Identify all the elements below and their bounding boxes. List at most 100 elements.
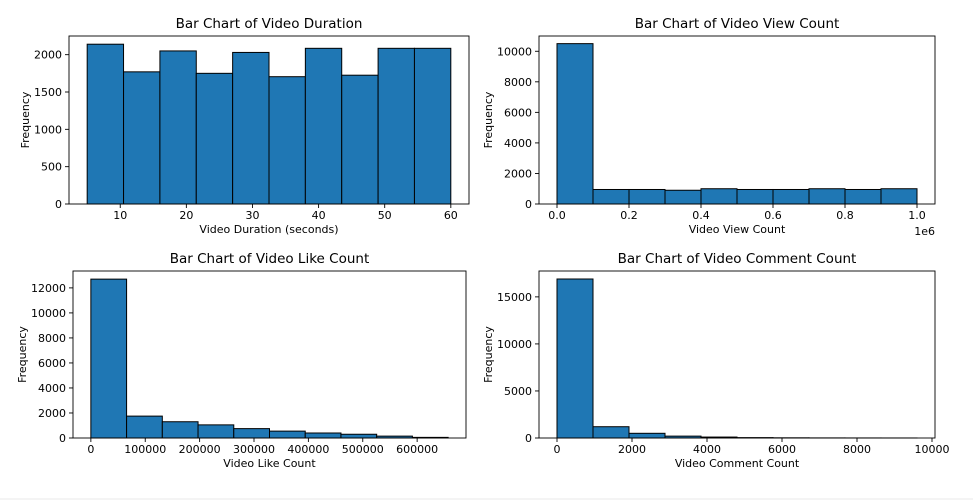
x-tick-label: 200000 <box>179 443 221 456</box>
x-tick-label: 0.6 <box>764 209 782 222</box>
x-tick-label: 8000 <box>843 443 871 456</box>
x-tick-label: 0.0 <box>548 209 566 222</box>
y-tick-label: 1000 <box>34 123 62 136</box>
y-tick-label: 12000 <box>31 282 66 295</box>
y-tick-label: 0 <box>525 432 532 445</box>
subplot-3: 0 100000 200000 300000 400000 500000 600000 0 20… <box>16 251 467 470</box>
bar <box>664 189 702 205</box>
y-tick-label: 0 <box>525 198 532 211</box>
y-tick-label: 5000 <box>504 385 532 398</box>
axes-frame <box>72 270 467 439</box>
bar <box>232 51 270 205</box>
bar <box>556 43 594 205</box>
bar <box>195 72 234 205</box>
chart-title: Bar Chart of Video Duration <box>176 16 363 32</box>
bar <box>90 278 128 439</box>
x-tick-label: 0.4 <box>692 209 710 222</box>
x-tick-label: 0.2 <box>620 209 638 222</box>
bar <box>123 71 161 205</box>
axes-frame <box>538 270 936 439</box>
axes-frame <box>68 35 470 205</box>
axes-frame <box>538 35 936 205</box>
bar <box>159 50 197 205</box>
y-tick-label: 15000 <box>497 291 532 304</box>
x-tick-label: 0.8 <box>836 209 854 222</box>
bar <box>126 415 163 439</box>
subplot-1: 10 20 30 40 50 60 0 500 1000 1500 2000 Bar Chart of… <box>19 16 470 236</box>
y-axis-label: Frequency <box>482 91 495 148</box>
x-offset-text: 1e6 <box>914 225 935 238</box>
x-tick-label: 100000 <box>124 443 166 456</box>
bar <box>340 433 378 439</box>
y-tick-label: 10000 <box>497 45 532 58</box>
bar <box>304 47 343 205</box>
bar <box>197 424 235 439</box>
y-axis-label: Frequency <box>19 91 32 148</box>
subplot-2: 0.0 0.2 0.4 0.6 0.8 1.0 0 2000 4000 6000 8000 10000… <box>482 16 936 238</box>
x-tick-label: 10000 <box>915 443 950 456</box>
x-axis-label: Video Like Count <box>223 457 316 470</box>
x-tick-label: 4000 <box>693 443 721 456</box>
x-tick-label: 400000 <box>287 443 329 456</box>
bar <box>161 421 199 439</box>
x-tick-label: 600000 <box>396 443 438 456</box>
bar <box>556 278 594 439</box>
bar <box>233 428 271 439</box>
y-axis-label: Frequency <box>482 326 495 383</box>
bar <box>736 188 774 205</box>
x-tick-label: 1.0 <box>908 209 926 222</box>
chart-title: Bar Chart of Video Like Count <box>170 251 369 267</box>
bar <box>341 74 379 205</box>
x-axis-label: Video Comment Count <box>675 457 800 470</box>
x-tick-label: 2000 <box>618 443 646 456</box>
bar <box>700 188 738 205</box>
bar <box>628 188 666 205</box>
y-tick-label: 1500 <box>34 86 62 99</box>
x-tick-label: 20 <box>179 209 193 222</box>
y-tick-label: 10000 <box>31 307 66 320</box>
bar <box>592 188 630 205</box>
x-tick-label: 6000 <box>768 443 796 456</box>
chart-title: Bar Chart of Video Comment Count <box>618 251 857 267</box>
subplot-4: 0 2000 4000 6000 8000 10000 0 5000 10000 15000 Bar… <box>482 251 950 470</box>
x-tick-label: 10 <box>113 209 127 222</box>
x-tick-label: 30 <box>245 209 259 222</box>
x-tick-label: 60 <box>444 209 458 222</box>
y-tick-label: 4000 <box>38 382 66 395</box>
x-tick-label: 40 <box>312 209 326 222</box>
x-tick-label: 0 <box>554 443 561 456</box>
bar <box>628 432 666 439</box>
y-tick-label: 2000 <box>504 167 532 180</box>
x-tick-label: 0 <box>87 443 94 456</box>
y-tick-label: 0 <box>55 198 62 211</box>
y-tick-label: 4000 <box>504 137 532 150</box>
bar <box>880 188 918 205</box>
y-axis-label: Frequency <box>16 326 29 383</box>
y-tick-label: 500 <box>41 161 62 174</box>
y-tick-label: 10000 <box>497 338 532 351</box>
bar <box>592 426 630 439</box>
bar <box>269 430 306 439</box>
x-tick-label: 300000 <box>233 443 275 456</box>
y-tick-label: 2000 <box>34 49 62 62</box>
bar <box>268 76 306 205</box>
y-tick-label: 8000 <box>504 76 532 89</box>
bar <box>844 188 882 205</box>
bar <box>304 432 342 439</box>
y-tick-label: 6000 <box>38 357 66 370</box>
x-axis-label: Video View Count <box>689 223 786 236</box>
bar <box>772 188 810 205</box>
bar <box>413 47 452 205</box>
y-tick-label: 6000 <box>504 106 532 119</box>
chart-title: Bar Chart of Video View Count <box>635 16 840 32</box>
bar <box>377 47 415 205</box>
y-tick-label: 0 <box>59 432 66 445</box>
x-axis-label: Video Duration (seconds) <box>199 223 338 236</box>
y-tick-label: 2000 <box>38 407 66 420</box>
y-tick-label: 8000 <box>38 332 66 345</box>
bar <box>808 188 846 205</box>
x-tick-label: 500000 <box>342 443 384 456</box>
x-tick-label: 50 <box>378 209 392 222</box>
bar <box>86 43 125 205</box>
